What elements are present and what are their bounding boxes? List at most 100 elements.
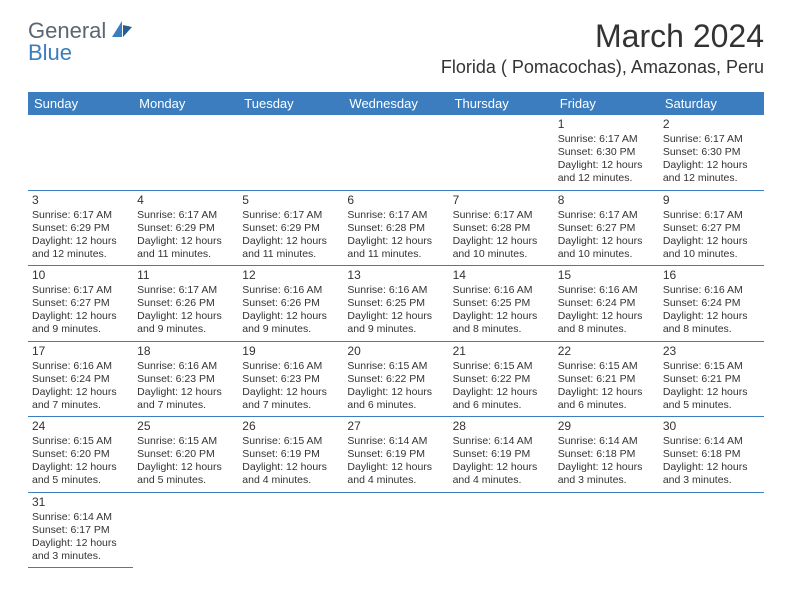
logo-text-blue: Blue — [28, 40, 72, 65]
calendar-cell — [449, 115, 554, 190]
sunrise-line: Sunrise: 6:15 AM — [558, 360, 655, 373]
sunrise-line: Sunrise: 6:17 AM — [137, 209, 234, 222]
calendar-cell — [133, 492, 238, 568]
daylight-line: Daylight: 12 hours and 6 minutes. — [347, 386, 444, 412]
calendar-cell: 31Sunrise: 6:14 AMSunset: 6:17 PMDayligh… — [28, 492, 133, 568]
daylight-line: Daylight: 12 hours and 5 minutes. — [663, 386, 760, 412]
daylight-line: Daylight: 12 hours and 9 minutes. — [137, 310, 234, 336]
day-number: 26 — [242, 419, 339, 434]
calendar-cell — [133, 115, 238, 190]
calendar-body: 1Sunrise: 6:17 AMSunset: 6:30 PMDaylight… — [28, 115, 764, 568]
sunset-line: Sunset: 6:29 PM — [32, 222, 129, 235]
day-number: 2 — [663, 117, 760, 132]
sunset-line: Sunset: 6:27 PM — [558, 222, 655, 235]
calendar-cell: 9Sunrise: 6:17 AMSunset: 6:27 PMDaylight… — [659, 190, 764, 266]
weekday-header: Wednesday — [343, 92, 448, 115]
calendar-cell — [238, 115, 343, 190]
sunset-line: Sunset: 6:23 PM — [137, 373, 234, 386]
sunrise-line: Sunrise: 6:16 AM — [453, 284, 550, 297]
sunset-line: Sunset: 6:26 PM — [242, 297, 339, 310]
day-number: 30 — [663, 419, 760, 434]
calendar-cell: 29Sunrise: 6:14 AMSunset: 6:18 PMDayligh… — [554, 417, 659, 493]
calendar-cell: 4Sunrise: 6:17 AMSunset: 6:29 PMDaylight… — [133, 190, 238, 266]
sunrise-line: Sunrise: 6:17 AM — [32, 284, 129, 297]
day-number: 12 — [242, 268, 339, 283]
day-number: 25 — [137, 419, 234, 434]
daylight-line: Daylight: 12 hours and 3 minutes. — [558, 461, 655, 487]
calendar-cell: 25Sunrise: 6:15 AMSunset: 6:20 PMDayligh… — [133, 417, 238, 493]
sunrise-line: Sunrise: 6:14 AM — [453, 435, 550, 448]
daylight-line: Daylight: 12 hours and 11 minutes. — [347, 235, 444, 261]
day-number: 1 — [558, 117, 655, 132]
calendar-table: SundayMondayTuesdayWednesdayThursdayFrid… — [28, 92, 764, 568]
daylight-line: Daylight: 12 hours and 10 minutes. — [558, 235, 655, 261]
sunset-line: Sunset: 6:28 PM — [347, 222, 444, 235]
sunset-line: Sunset: 6:21 PM — [558, 373, 655, 386]
day-number: 27 — [347, 419, 444, 434]
day-number: 13 — [347, 268, 444, 283]
location-subtitle: Florida ( Pomacochas), Amazonas, Peru — [441, 57, 764, 78]
sunrise-line: Sunrise: 6:15 AM — [347, 360, 444, 373]
calendar-cell — [343, 492, 448, 568]
daylight-line: Daylight: 12 hours and 12 minutes. — [663, 159, 760, 185]
sunrise-line: Sunrise: 6:14 AM — [663, 435, 760, 448]
day-number: 10 — [32, 268, 129, 283]
sunset-line: Sunset: 6:21 PM — [663, 373, 760, 386]
sunset-line: Sunset: 6:24 PM — [663, 297, 760, 310]
daylight-line: Daylight: 12 hours and 11 minutes. — [242, 235, 339, 261]
day-number: 20 — [347, 344, 444, 359]
sunrise-line: Sunrise: 6:15 AM — [242, 435, 339, 448]
calendar-cell: 17Sunrise: 6:16 AMSunset: 6:24 PMDayligh… — [28, 341, 133, 417]
day-number: 17 — [32, 344, 129, 359]
sunrise-line: Sunrise: 6:17 AM — [347, 209, 444, 222]
calendar-cell: 10Sunrise: 6:17 AMSunset: 6:27 PMDayligh… — [28, 266, 133, 342]
day-number: 16 — [663, 268, 760, 283]
calendar-cell: 6Sunrise: 6:17 AMSunset: 6:28 PMDaylight… — [343, 190, 448, 266]
day-number: 23 — [663, 344, 760, 359]
day-number: 5 — [242, 193, 339, 208]
sunrise-line: Sunrise: 6:15 AM — [453, 360, 550, 373]
daylight-line: Daylight: 12 hours and 10 minutes. — [453, 235, 550, 261]
calendar-cell — [343, 115, 448, 190]
day-number: 6 — [347, 193, 444, 208]
sunrise-line: Sunrise: 6:17 AM — [663, 209, 760, 222]
sunrise-line: Sunrise: 6:17 AM — [558, 209, 655, 222]
calendar-cell: 18Sunrise: 6:16 AMSunset: 6:23 PMDayligh… — [133, 341, 238, 417]
calendar-cell: 21Sunrise: 6:15 AMSunset: 6:22 PMDayligh… — [449, 341, 554, 417]
sunrise-line: Sunrise: 6:16 AM — [32, 360, 129, 373]
weekday-header: Saturday — [659, 92, 764, 115]
sunrise-line: Sunrise: 6:17 AM — [453, 209, 550, 222]
calendar-cell: 20Sunrise: 6:15 AMSunset: 6:22 PMDayligh… — [343, 341, 448, 417]
daylight-line: Daylight: 12 hours and 11 minutes. — [137, 235, 234, 261]
daylight-line: Daylight: 12 hours and 4 minutes. — [453, 461, 550, 487]
daylight-line: Daylight: 12 hours and 4 minutes. — [347, 461, 444, 487]
calendar-cell — [28, 115, 133, 190]
sunset-line: Sunset: 6:26 PM — [137, 297, 234, 310]
day-number: 31 — [32, 495, 129, 510]
day-number: 11 — [137, 268, 234, 283]
sunset-line: Sunset: 6:25 PM — [347, 297, 444, 310]
daylight-line: Daylight: 12 hours and 9 minutes. — [242, 310, 339, 336]
sunset-line: Sunset: 6:20 PM — [137, 448, 234, 461]
sunrise-line: Sunrise: 6:14 AM — [558, 435, 655, 448]
daylight-line: Daylight: 12 hours and 7 minutes. — [137, 386, 234, 412]
calendar-cell: 19Sunrise: 6:16 AMSunset: 6:23 PMDayligh… — [238, 341, 343, 417]
header: General March 2024 Florida ( Pomacochas)… — [0, 0, 792, 86]
daylight-line: Daylight: 12 hours and 8 minutes. — [453, 310, 550, 336]
sunrise-line: Sunrise: 6:16 AM — [242, 284, 339, 297]
day-number: 15 — [558, 268, 655, 283]
sunrise-line: Sunrise: 6:17 AM — [558, 133, 655, 146]
sunrise-line: Sunrise: 6:14 AM — [347, 435, 444, 448]
day-number: 3 — [32, 193, 129, 208]
daylight-line: Daylight: 12 hours and 12 minutes. — [32, 235, 129, 261]
calendar-cell — [659, 492, 764, 568]
calendar-cell: 22Sunrise: 6:15 AMSunset: 6:21 PMDayligh… — [554, 341, 659, 417]
day-number: 14 — [453, 268, 550, 283]
sunrise-line: Sunrise: 6:17 AM — [32, 209, 129, 222]
day-number: 21 — [453, 344, 550, 359]
weekday-header: Monday — [133, 92, 238, 115]
sunrise-line: Sunrise: 6:15 AM — [137, 435, 234, 448]
calendar-cell: 14Sunrise: 6:16 AMSunset: 6:25 PMDayligh… — [449, 266, 554, 342]
daylight-line: Daylight: 12 hours and 7 minutes. — [242, 386, 339, 412]
daylight-line: Daylight: 12 hours and 3 minutes. — [32, 537, 129, 563]
